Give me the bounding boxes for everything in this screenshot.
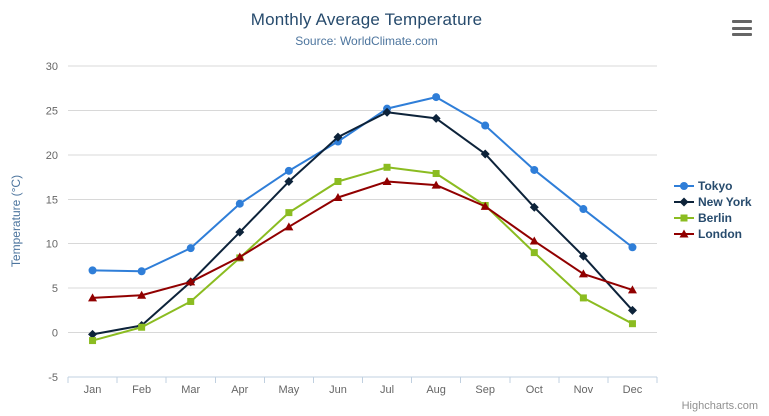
y-axis-label: 25 [46,105,58,117]
data-point[interactable] [431,113,441,123]
data-point[interactable] [529,236,539,245]
y-axis-label: 20 [46,150,58,162]
y-axis-title: Temperature (°C) [9,174,23,268]
x-axis-label: Apr [231,384,248,396]
x-axis-label: Aug [426,384,446,396]
data-point[interactable] [382,177,392,186]
x-axis-label: Feb [132,384,151,396]
data-point[interactable] [235,252,245,261]
x-axis-label: Dec [623,384,643,396]
chart-subtitle: Source: WorldClimate.com [295,34,438,48]
data-point[interactable] [628,320,636,328]
legend-item-new-york[interactable]: New York [674,194,752,209]
data-point[interactable] [186,277,196,286]
data-point[interactable] [432,170,440,178]
legend: Tokyo New York Berlin London [674,178,752,241]
x-axis-label: Oct [526,384,543,396]
hamburger-icon [732,33,752,36]
data-point[interactable] [578,269,588,278]
diamond-legend-marker-icon [674,197,694,206]
hamburger-icon [732,26,752,30]
data-point[interactable] [137,267,146,276]
data-point[interactable] [579,294,587,302]
data-point[interactable] [284,222,294,231]
data-point[interactable] [89,337,97,345]
data-point[interactable] [88,266,97,275]
data-point[interactable] [432,93,441,102]
data-point[interactable] [235,199,244,208]
data-point[interactable] [530,165,539,174]
x-axis-label: May [278,384,299,396]
data-point[interactable] [627,305,637,315]
x-axis-label: Jul [380,384,394,396]
y-axis-label: 15 [46,194,58,206]
data-point[interactable] [284,177,294,187]
data-point[interactable] [334,178,342,186]
data-point[interactable] [333,132,343,142]
data-point[interactable] [481,121,490,130]
legend-label: Berlin [698,210,733,225]
data-point[interactable] [431,180,441,189]
square-legend-marker-icon [674,214,694,221]
x-axis-label: Mar [181,384,200,396]
data-point[interactable] [138,323,146,331]
series-line-new-york [91,111,634,336]
data-point[interactable] [579,205,588,214]
y-axis-label: 30 [46,61,58,73]
data-point[interactable] [628,243,637,252]
data-point[interactable] [186,244,195,253]
credits-link[interactable]: Highcharts.com [681,400,758,412]
x-axis-label: Sep [475,384,495,396]
data-point[interactable] [383,163,391,171]
y-axis-label: 0 [52,328,58,340]
series-line-london [91,180,634,299]
series-line-tokyo [91,96,634,273]
y-axis-label: 10 [46,239,58,251]
hamburger-icon [732,20,752,23]
data-point[interactable] [137,290,147,299]
data-point[interactable] [530,249,538,257]
circle-legend-marker-icon [674,181,694,190]
legend-item-london[interactable]: London [674,226,752,241]
legend-label: Tokyo [698,178,733,193]
series-line-berlin [91,166,634,342]
data-point[interactable] [333,193,343,202]
y-axis-label: -5 [48,372,58,384]
data-point[interactable] [627,285,637,294]
data-point[interactable] [382,107,392,117]
data-point[interactable] [284,166,293,175]
data-point[interactable] [235,227,245,237]
x-axis-label: Nov [574,384,594,396]
chart-title: Monthly Average Temperature [250,10,483,29]
data-point[interactable] [187,297,195,305]
data-point[interactable] [88,293,98,302]
data-point[interactable] [578,251,588,261]
data-point[interactable] [480,149,490,159]
legend-item-berlin[interactable]: Berlin [674,210,752,225]
data-point[interactable] [529,202,539,212]
triangle-legend-marker-icon [674,229,694,237]
y-axis-label: 5 [52,283,58,295]
data-point[interactable] [480,201,490,210]
data-point[interactable] [88,329,98,339]
legend-item-tokyo[interactable]: Tokyo [674,178,752,193]
legend-label: New York [698,194,752,209]
x-axis-label: Jan [84,384,102,396]
legend-label: London [698,226,742,241]
data-point[interactable] [285,209,293,217]
export-menu-button[interactable] [732,20,754,36]
x-axis-label: Jun [329,384,347,396]
